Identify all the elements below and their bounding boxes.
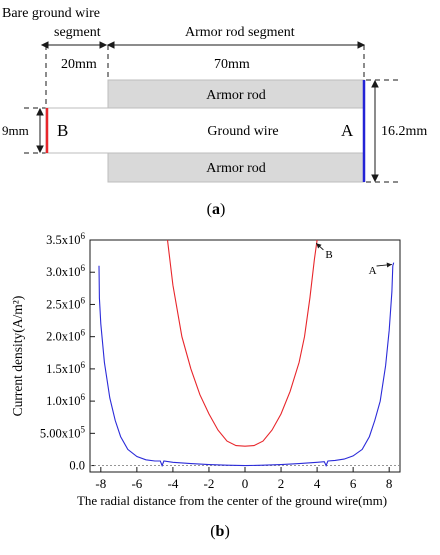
y-tick-label-0: 0.0 [69,459,85,473]
armor-segment-label: Armor rod segment [185,25,295,40]
annotation-label-A: A [369,265,377,277]
y-axis-label: Current density(A/m²) [10,296,25,417]
extension-lines [24,45,398,183]
x-tick-label-8: 8 [386,476,393,491]
annotation-layer: BA [315,242,392,277]
x-tick-label-4: 0 [242,476,249,491]
armor-rod-top-label: Armor rod [206,88,266,103]
end-b-label: B [57,121,68,140]
diameter-9mm-arrow [36,107,44,154]
y-axis-ticks: 0.0 5.00x105 1.0x106 1.5x106 2.0x106 2.5x106 3… [40,231,95,473]
plot-frame [89,239,401,473]
caption-b: (b) [210,523,230,540]
series-line-A [98,262,395,468]
x-tick-label-5: 2 [278,476,285,491]
armor-length-label: 70mm [214,57,250,72]
diameter-16mm-label: 16.2mm [381,124,427,139]
x-tick-label-6: 4 [314,476,321,491]
x-axis-label: The radial distance from the center of t… [77,493,387,508]
y-tick-label-4: 2.0x106 [46,328,85,344]
y-tick-label-5: 2.5x106 [46,295,85,311]
current-density-chart: 0.0 5.00x105 1.0x106 1.5x106 2.0x106 2.5x106 3… [10,231,401,540]
x-tick-label-1: -6 [131,476,142,491]
diameter-16mm-arrow [371,79,379,183]
series-line-B [166,239,318,447]
armor-rod-diagram: Bare ground wire segment Armor rod segme… [2,6,427,218]
x-axis-ticks: -8 -6 -4 -2 0 2 4 6 8 [95,467,392,491]
series-layer [98,239,395,468]
x-tick-label-2: -4 [167,476,178,491]
ground-wire-label: Ground wire [207,124,278,139]
y-tick-label-2: 1.0x106 [46,392,85,408]
annotation-arrowhead-B [316,243,322,249]
end-a-label: A [341,121,354,140]
diameter-9mm-label: 9mm [2,123,29,138]
segment-dimension-arrows [40,41,366,49]
armor-rod-top [107,79,365,109]
y-tick-label-3: 1.5x106 [46,360,85,376]
x-tick-label-0: -8 [95,476,106,491]
y-tick-label-6: 3.0x106 [46,263,85,279]
x-tick-label-3: -2 [204,476,215,491]
caption-a: (a) [207,201,226,218]
bare-length-label: 20mm [61,57,97,72]
bare-segment-label-line2: segment [54,25,101,40]
y-tick-label-7: 3.5x106 [46,231,85,247]
armor-rod-bottom [107,152,365,183]
x-tick-label-7: 6 [350,476,357,491]
annotation-arrowhead-A [386,262,392,268]
bare-segment-label-line1: Bare ground wire [2,6,100,21]
ground-wire-body [45,107,365,154]
armor-rod-bottom-label: Armor rod [206,161,266,176]
y-tick-label-1: 5.00x105 [40,424,86,440]
annotation-label-B: B [325,249,332,261]
